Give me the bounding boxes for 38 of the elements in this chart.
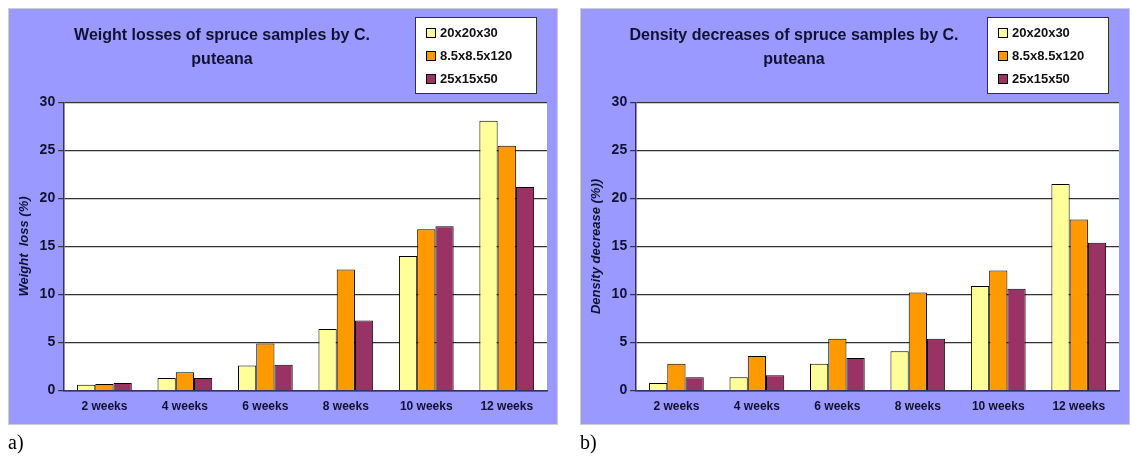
x-tick-label: 8 weeks — [894, 399, 942, 414]
y-tick-label: 5 — [619, 333, 628, 350]
y-tick-label: 30 — [39, 93, 56, 110]
legend-label: 8.5x8.5x120 — [440, 48, 513, 63]
y-tick-label: 0 — [47, 381, 56, 398]
y-tick-label: 15 — [39, 237, 56, 254]
x-tick-label: 6 weeks — [814, 399, 861, 414]
legend-label: 20x20x30 — [1012, 25, 1070, 40]
x-tick-label: 10 weeks — [399, 399, 453, 414]
y-tick-label: 30 — [611, 93, 628, 110]
y-tick-label: 20 — [611, 189, 628, 206]
x-tick-label: 4 weeks — [161, 399, 209, 414]
legend-label: 8.5x8.5x120 — [1012, 48, 1085, 63]
text: b) — [580, 431, 598, 454]
x-tick-label: 4 weeks — [733, 399, 781, 414]
x-tick-label: 8 weeks — [322, 399, 370, 414]
x-tick-label: 12 weeks — [1052, 399, 1106, 414]
x-tick-label: 12 weeks — [480, 399, 534, 414]
y-tick-label: 20 — [39, 189, 56, 206]
chart-title: Weight losses of spruce samples by C. puteana — [73, 25, 371, 69]
x-tick-label: 6 weeks — [242, 399, 289, 414]
y-tick-label: 5 — [47, 333, 56, 350]
text: a) — [8, 431, 25, 454]
x-tick-label: 2 weeks — [653, 399, 700, 414]
y-tick-label: 15 — [611, 237, 628, 254]
y-tick-label: 10 — [39, 285, 56, 302]
chart-title: Density decreases of spruce samples by C. puteana — [628, 25, 960, 69]
y-tick-label: 10 — [611, 285, 628, 302]
x-tick-label: 2 weeks — [81, 399, 128, 414]
legend-label: 20x20x30 — [440, 25, 498, 40]
y-tick-label: 0 — [619, 381, 628, 398]
legend-label: 25x15x50 — [1012, 71, 1070, 86]
y-axis-title: Weight loss (%) — [16, 196, 32, 297]
y-tick-label: 25 — [611, 141, 628, 158]
y-axis-title: Density decrease (%)) — [588, 178, 604, 315]
legend-label: 25x15x50 — [440, 71, 498, 86]
y-tick-label: 25 — [39, 141, 56, 158]
x-tick-label: 10 weeks — [971, 399, 1025, 414]
